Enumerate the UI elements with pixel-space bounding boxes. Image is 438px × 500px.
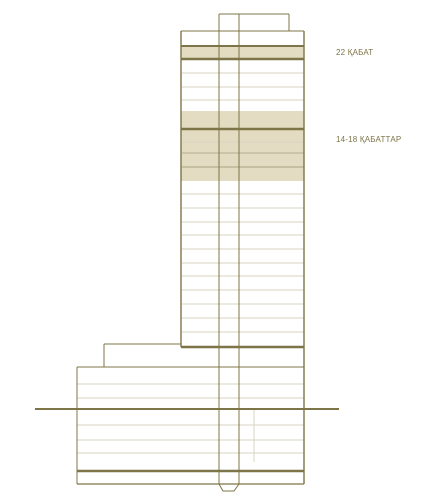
floor-highlights bbox=[181, 46, 304, 181]
floors-14-18-highlight bbox=[181, 111, 304, 181]
floor-22-highlight bbox=[181, 46, 304, 59]
floors-14-18-label: 14-18 ҚАБАТТАР bbox=[336, 135, 402, 144]
floor-lines bbox=[77, 72, 304, 462]
floor-22-label: 22 ҚАБАТ bbox=[336, 48, 374, 57]
building-outline bbox=[35, 13, 339, 492]
foundation-notch bbox=[218, 483, 240, 492]
